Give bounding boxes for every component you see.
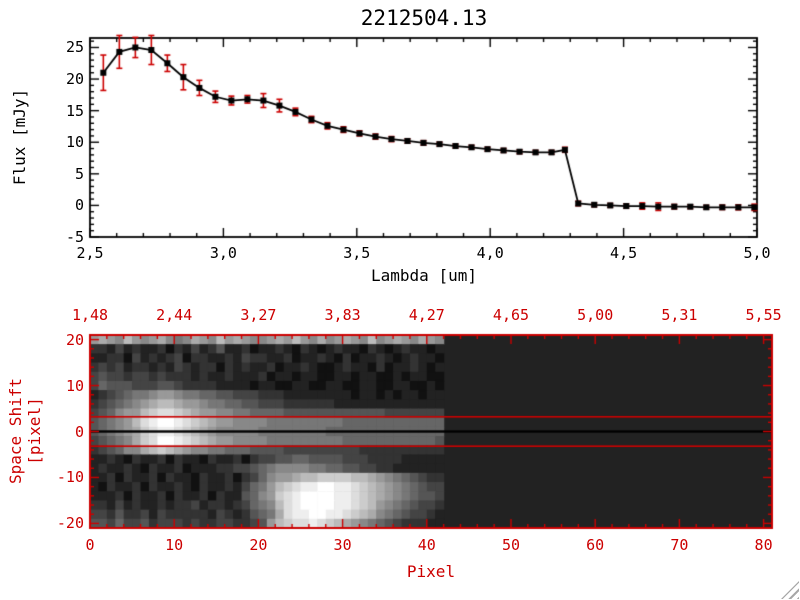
lambda-xtick-label: 3,5 — [343, 244, 371, 262]
lambda-xtick-label: 2,5 — [76, 244, 104, 262]
plot-title: 2212504.13 — [360, 6, 488, 30]
wavelength-top-label: 5,00 — [577, 306, 614, 324]
pixel-xtick-label: 0 — [85, 536, 95, 554]
pixel-xtick-label: 30 — [333, 536, 352, 554]
pixel-xtick-label: 10 — [165, 536, 184, 554]
flux-ytick-label: 15 — [65, 101, 84, 120]
flux-ytick-label: 5 — [74, 164, 84, 183]
flux-ytick-label: 20 — [65, 70, 84, 89]
flux-ytick-label: 25 — [65, 38, 84, 57]
lambda-xtick-label: 5,0 — [743, 244, 771, 262]
pixel-xtick-label: 70 — [670, 536, 689, 554]
spaceshift-ytick-label: 20 — [65, 330, 84, 349]
wavelength-top-label: 3,27 — [240, 306, 277, 324]
wavelength-top-label: 5,31 — [661, 306, 698, 324]
lambda-xtick-label: 3,0 — [209, 244, 237, 262]
pixel-xtick-label: 80 — [754, 536, 773, 554]
wavelength-top-label: 5,55 — [745, 306, 782, 324]
spaceshift-ytick-label: -10 — [56, 468, 84, 487]
wavelength-top-label: 1,48 — [71, 306, 109, 324]
wavelength-top-label: 2,44 — [156, 306, 193, 324]
flux-ytick-label: 0 — [74, 196, 84, 215]
pixel-axis-label: Pixel — [406, 562, 456, 581]
lambda-xtick-label: 4,0 — [476, 244, 504, 262]
wavelength-top-label: 4,65 — [492, 306, 530, 324]
pixel-xtick-label: 40 — [417, 536, 436, 554]
spaceshift-ytick-label: -20 — [56, 514, 84, 533]
lambda-axis-label: Lambda [um] — [371, 266, 477, 285]
spaceshift-ytick-label: 10 — [65, 376, 84, 395]
pixel-xtick-label: 50 — [501, 536, 521, 554]
wavelength-top-label: 4,27 — [408, 306, 445, 324]
spaceshift-ytick-label: 0 — [74, 422, 84, 441]
pixel-xtick-label: 60 — [586, 536, 605, 554]
wavelength-top-label: 3,83 — [324, 306, 361, 324]
pixel-xtick-label: 20 — [249, 536, 268, 554]
flux-ytick-label: -5 — [65, 228, 84, 246]
flux-ytick-label: 10 — [65, 133, 84, 152]
lambda-xtick-label: 4,5 — [610, 244, 638, 262]
